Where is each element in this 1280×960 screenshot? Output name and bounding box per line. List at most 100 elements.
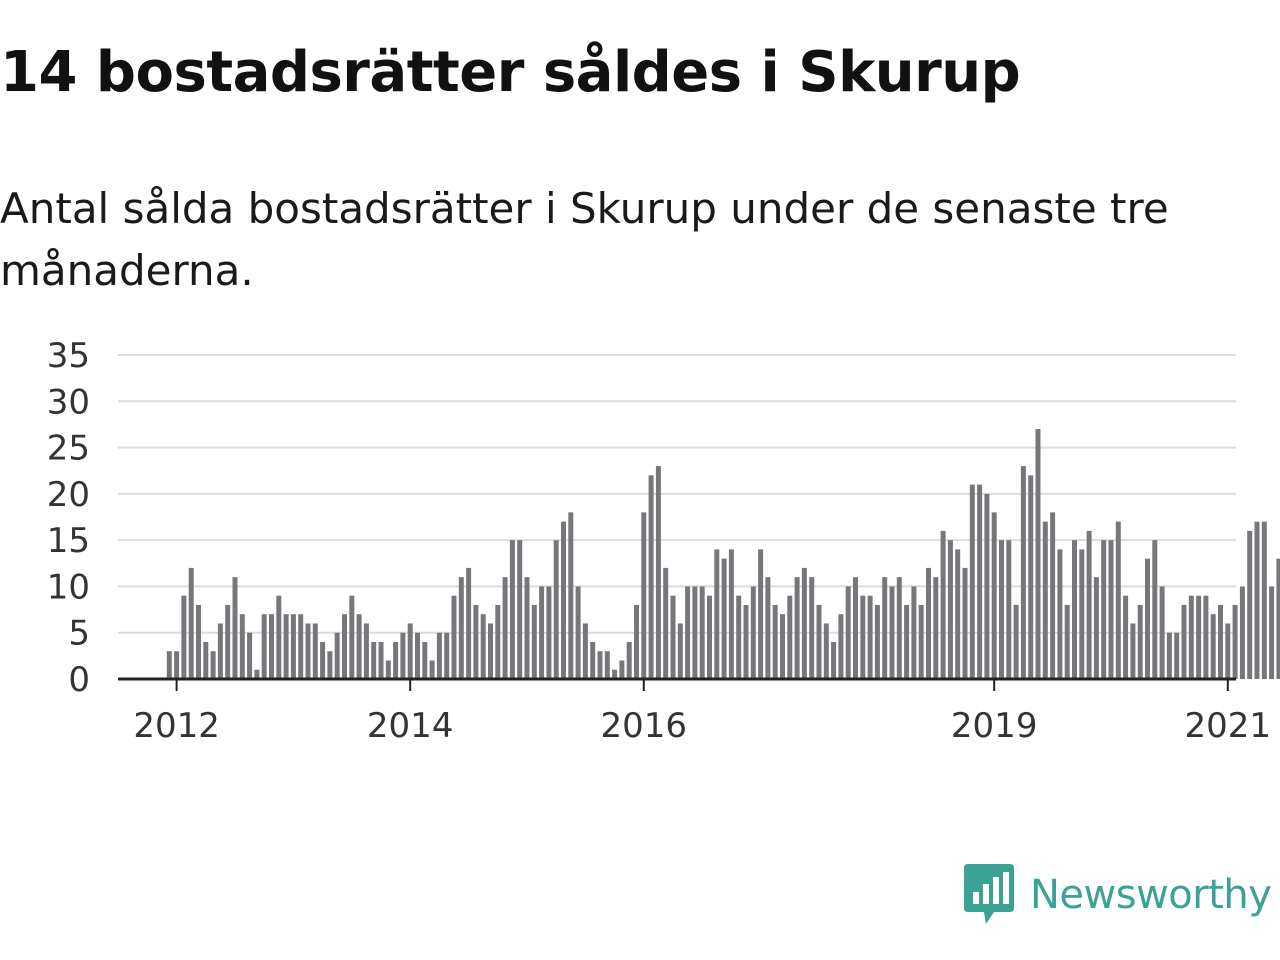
bar (480, 614, 486, 679)
bar (269, 614, 274, 679)
bar (247, 632, 253, 679)
brand-name: Newsworthy (1030, 872, 1272, 918)
bar (648, 475, 654, 679)
bar (663, 567, 669, 679)
bar (1079, 549, 1085, 679)
bar (254, 669, 260, 679)
bar (393, 641, 399, 679)
bar (217, 623, 223, 679)
bar (1225, 623, 1231, 679)
bar (225, 604, 231, 679)
bar (831, 641, 837, 679)
bar (699, 586, 705, 679)
bar (451, 595, 457, 679)
bar (1239, 586, 1245, 679)
bar (670, 595, 676, 679)
bar (458, 577, 464, 679)
bar (933, 577, 939, 679)
bar (816, 604, 822, 679)
bar (196, 604, 201, 679)
x-tick-label: 2016 (601, 706, 688, 740)
bar (721, 558, 727, 679)
bar (568, 512, 574, 679)
bar (385, 660, 391, 679)
bar (677, 623, 683, 679)
bar (283, 614, 289, 679)
bar (1137, 604, 1143, 679)
bar (1247, 530, 1253, 679)
bar (904, 604, 910, 679)
bar (203, 641, 209, 679)
bar (794, 577, 800, 679)
bar (1181, 604, 1187, 679)
bar (509, 540, 515, 679)
bar (955, 549, 961, 679)
bar (655, 466, 661, 679)
bar (597, 651, 603, 679)
bar (692, 586, 698, 679)
bar (882, 577, 888, 679)
bar (604, 651, 610, 679)
bar (641, 512, 647, 679)
y-tick-label: 35 (47, 336, 90, 376)
bar (327, 651, 333, 679)
bar (188, 567, 194, 679)
bar (1196, 595, 1202, 679)
bar (1108, 540, 1114, 679)
bar (750, 586, 756, 679)
bar (524, 577, 530, 679)
bar (984, 493, 990, 679)
bar (298, 614, 304, 679)
bar (436, 632, 442, 679)
bar (707, 595, 712, 679)
bar (502, 577, 508, 679)
bar (444, 632, 450, 679)
newsworthy-brand: Newsworthy (964, 864, 1272, 926)
bar (305, 623, 311, 679)
x-axis-ticks: 2012201420162019202120232025 (133, 679, 1271, 740)
bar (1218, 604, 1223, 679)
bar (334, 632, 340, 679)
bar (517, 540, 523, 679)
bar (1174, 632, 1180, 679)
bar (363, 623, 369, 679)
bar (1042, 521, 1048, 679)
bar (926, 567, 931, 679)
bar (1020, 466, 1026, 679)
bars (166, 429, 1280, 679)
bar (1203, 595, 1209, 679)
bar (619, 660, 625, 679)
bar (371, 641, 377, 679)
bar (1152, 540, 1158, 679)
bar (1057, 549, 1063, 679)
bar (940, 530, 946, 679)
newsworthy-logo-icon (964, 864, 1014, 924)
bar (867, 595, 873, 679)
chart-subtitle: Antal sålda bostadsrätter i Skurup under… (0, 184, 1169, 295)
bar (809, 577, 815, 679)
bar (422, 641, 428, 679)
bar (356, 614, 362, 679)
bar (612, 669, 618, 679)
bar (969, 484, 975, 679)
bar (780, 614, 785, 679)
bar (947, 540, 953, 679)
bar (561, 521, 566, 679)
bar (342, 614, 347, 679)
bar (1093, 577, 1099, 679)
bar (772, 604, 778, 679)
bar (765, 577, 771, 679)
bar (999, 540, 1004, 679)
bar (415, 632, 420, 679)
bar (1101, 540, 1107, 679)
bar (1276, 558, 1280, 679)
bar (1210, 614, 1216, 679)
x-tick-label: 2014 (367, 706, 454, 740)
gridlines (118, 354, 1236, 634)
bar (473, 604, 479, 679)
bar (1013, 604, 1019, 679)
bar (911, 586, 917, 679)
bar (181, 595, 187, 679)
bar (539, 586, 545, 679)
bar (582, 623, 588, 679)
